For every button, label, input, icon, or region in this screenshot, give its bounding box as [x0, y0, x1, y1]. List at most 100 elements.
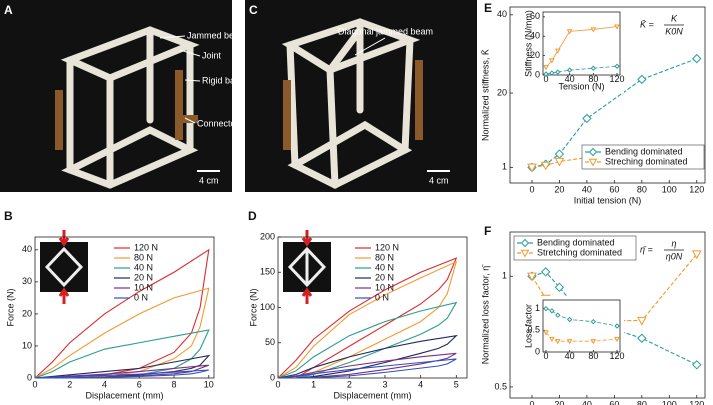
x-axis-label: Initial tension (N) — [574, 195, 642, 205]
formula: η — [672, 238, 677, 248]
x-tick-label: 1 — [311, 380, 316, 390]
marker — [520, 238, 530, 248]
x-tick-label: 80 — [588, 351, 598, 361]
series-line — [34, 329, 210, 379]
marker — [549, 308, 555, 314]
legend-label: 10 N — [134, 282, 153, 292]
x-axis-label: Displacement (mm) — [333, 390, 411, 400]
legend-frame — [513, 235, 637, 261]
photo-label: Joint — [202, 50, 222, 60]
x-tick-label: 0 — [543, 351, 548, 361]
marker — [555, 312, 561, 318]
x-tick-label: 6 — [137, 380, 142, 390]
x-tick-label: 100 — [662, 400, 677, 405]
x-tick-label: 120 — [689, 400, 704, 405]
series-line — [277, 334, 458, 379]
marker — [543, 305, 549, 312]
marker — [543, 330, 549, 336]
panel-letter: D — [248, 209, 257, 223]
marker — [543, 71, 549, 77]
scale-label: 4 cm — [429, 175, 449, 185]
y-tick-label: 60 — [530, 11, 540, 21]
series-line — [277, 358, 457, 379]
y-tick-label: 0 — [535, 69, 540, 79]
legend-label: 40 N — [375, 262, 394, 272]
marker — [582, 113, 592, 124]
series-line — [545, 308, 618, 327]
panel-letter: A — [4, 3, 13, 17]
y-tick-label: 20 — [22, 308, 32, 318]
x-tick-label: 120 — [689, 185, 704, 195]
chart: 0 2 4 6 8 10 0 10 20 30 40 Displacement (mm) Force (… — [4, 209, 215, 400]
y-axis-label: Normalized loss factor, η̄ — [480, 264, 490, 365]
marker — [637, 333, 647, 343]
marker — [691, 250, 702, 260]
legend-label: 120 N — [375, 242, 399, 252]
legend-label: Stretching dominated — [537, 247, 622, 257]
x-axis-label: Tension (N) — [558, 81, 604, 91]
y-tick-label: 100 — [260, 302, 275, 312]
y-tick-label: 10 — [22, 340, 32, 350]
marker — [549, 336, 555, 343]
formula: η0N — [666, 251, 683, 261]
series-line — [277, 301, 458, 379]
marker — [692, 53, 702, 64]
marker — [566, 316, 573, 323]
x-tick-label: 0 — [543, 74, 548, 84]
plot-frame — [509, 231, 706, 399]
x-tick-label: 3 — [382, 380, 387, 390]
y-tick-label: 0 — [270, 372, 275, 382]
plot-frame — [542, 299, 621, 353]
x-tick-label: 60 — [609, 400, 619, 405]
legend-label: 120 N — [134, 242, 158, 252]
y-tick-label: 20 — [530, 50, 540, 60]
photo-label: Connector — [197, 118, 239, 128]
marker — [590, 65, 597, 71]
marker — [549, 58, 555, 64]
marker — [566, 67, 573, 73]
x-tick-label: 20 — [554, 185, 564, 195]
y-tick-label: 200 — [260, 231, 275, 241]
photo-c: C Diagonal jammed beam 4 cm — [245, 0, 477, 192]
series-line — [531, 58, 697, 168]
legend-label: 20 N — [134, 272, 153, 282]
y-axis-label: Loss factor — [523, 304, 533, 348]
legend-label: 80 N — [134, 252, 153, 262]
x-tick-label: 40 — [582, 185, 592, 195]
legend-frame — [581, 144, 705, 170]
x-tick-label: 0 — [529, 400, 534, 405]
legend-label: 0 N — [375, 292, 389, 302]
legend-label: 20 N — [375, 272, 394, 282]
panel-letter: B — [4, 209, 13, 223]
y-tick-label: 150 — [260, 267, 275, 277]
marker — [554, 48, 561, 54]
y-tick-label: 1 — [535, 303, 540, 313]
x-tick-label: 40 — [565, 74, 575, 84]
x-tick-label: 80 — [637, 185, 647, 195]
legend-label: 80 N — [375, 252, 394, 262]
panel-letter: C — [249, 3, 258, 17]
formula: K̄ = — [640, 19, 654, 29]
formula: K — [671, 13, 678, 23]
x-tick-label: 80 — [637, 400, 647, 405]
y-tick-label: 0.5 — [494, 381, 507, 391]
marker — [554, 339, 561, 345]
y-tick-label: 40 — [22, 244, 32, 254]
marker — [614, 63, 620, 69]
plot-frame — [509, 6, 706, 184]
x-tick-label: 8 — [172, 380, 177, 390]
series-line — [277, 260, 458, 379]
marker — [549, 70, 555, 76]
series-line — [531, 154, 697, 168]
x-tick-label: 4 — [102, 380, 107, 390]
marker — [588, 147, 598, 157]
plot-frame — [34, 236, 215, 379]
inset-background — [525, 8, 624, 93]
legend-label: Streching dominated — [605, 156, 688, 166]
panel-letter: F — [484, 224, 491, 238]
marker — [543, 65, 549, 71]
y-tick-label: 0.5 — [527, 325, 540, 335]
